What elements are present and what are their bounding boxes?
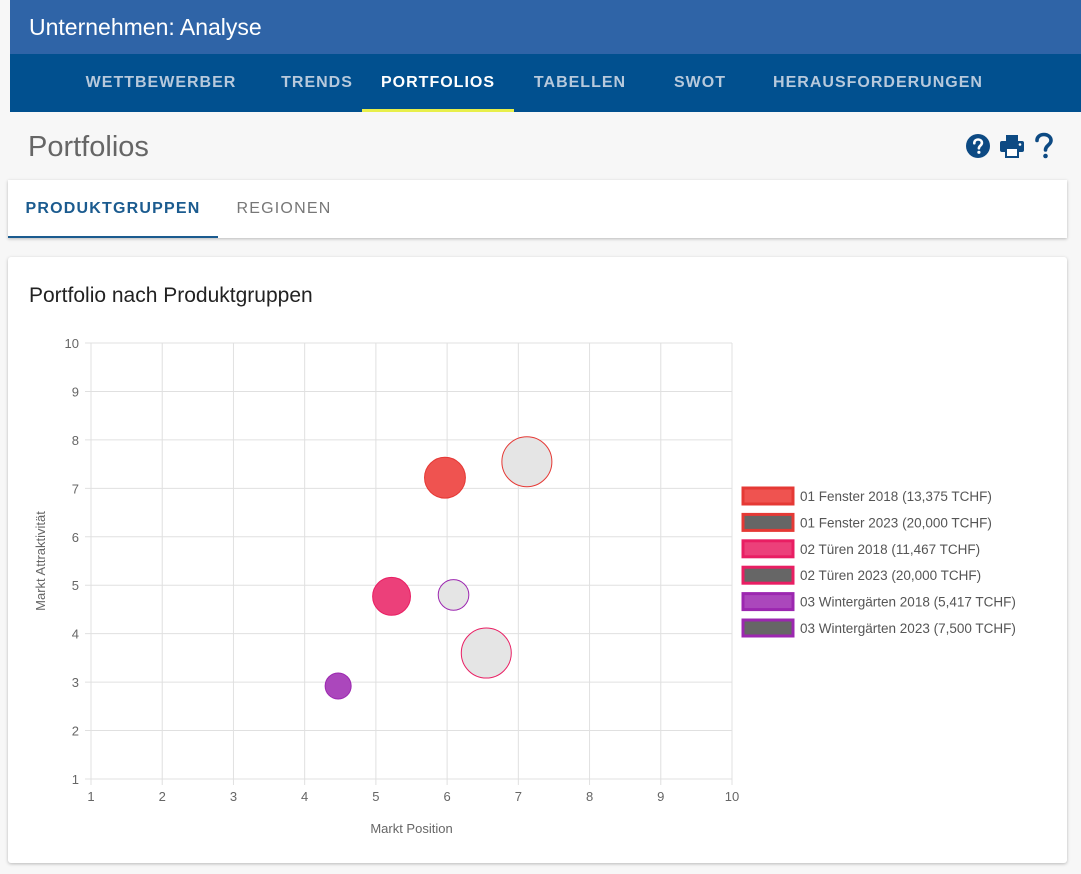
legend-entry[interactable]: 01 Fenster 2023 (20,000 TCHF) — [800, 515, 992, 530]
legend-swatch[interactable] — [741, 592, 795, 612]
legend-entry[interactable]: 01 Fenster 2018 (13,375 TCHF) — [800, 489, 992, 504]
nav-tab-portfolios[interactable]: PORTFOLIOS — [362, 54, 514, 112]
x-tick-label: 2 — [159, 789, 166, 804]
app-title: Unternehmen: Analyse — [10, 0, 1081, 54]
legend-swatch[interactable] — [741, 539, 795, 559]
x-tick-label: 9 — [657, 789, 664, 804]
printer-icon[interactable] — [998, 132, 1026, 160]
y-tick-label: 7 — [72, 481, 79, 496]
x-tick-label: 10 — [725, 789, 739, 804]
y-tick-label: 2 — [72, 724, 79, 739]
legend-entry[interactable]: 02 Türen 2023 (20,000 TCHF) — [800, 568, 981, 583]
x-axis-label: Markt Position — [370, 821, 452, 836]
legend-swatch[interactable] — [741, 618, 795, 638]
legend-entry[interactable]: 03 Wintergärten 2018 (5,417 TCHF) — [800, 595, 1016, 610]
nav-tab-swot[interactable]: SWOT — [674, 74, 726, 91]
main-nav: WETTBEWERBER TRENDS PORTFOLIOS TABELLEN … — [10, 54, 1081, 112]
y-tick-label: 10 — [65, 336, 79, 351]
bubble-chart: 1 2 3 4 5 6 7 8 9 10 1 2 3 4 5 6 7 8 9 10 Markt Position Mark… — [33, 336, 1016, 836]
x-tick-label: 1 — [87, 789, 94, 804]
sub-tab-bar: PRODUKTGRUPPEN REGIONEN — [8, 180, 1067, 238]
legend-swatch[interactable] — [741, 565, 795, 585]
bubble-point-4[interactable] — [460, 627, 512, 679]
x-tick-label: 4 — [301, 789, 308, 804]
nav-tab-wettbewerber[interactable]: WETTBEWERBER — [85, 74, 237, 91]
y-tick-label: 3 — [72, 675, 79, 690]
bubble-point-5[interactable] — [324, 672, 352, 700]
legend-swatch[interactable] — [741, 512, 795, 532]
legend-entry[interactable]: 02 Türen 2018 (11,467 TCHF) — [800, 542, 980, 557]
y-tick-label: 8 — [72, 433, 79, 448]
subtab-regionen[interactable]: REGIONEN — [236, 200, 332, 217]
x-tick-label: 5 — [372, 789, 379, 804]
bubble-point-3[interactable] — [372, 576, 411, 616]
y-tick-label: 4 — [72, 627, 79, 642]
legend-swatch[interactable] — [741, 486, 795, 506]
x-tick-label: 6 — [443, 789, 450, 804]
y-tick-label: 6 — [72, 530, 79, 545]
x-tick-label: 7 — [515, 789, 522, 804]
help-circle-icon[interactable] — [964, 132, 992, 160]
page-title: Portfolios — [28, 131, 149, 163]
bubble-point-6[interactable] — [437, 579, 470, 611]
y-tick-label: 1 — [72, 772, 79, 787]
y-axis-label: Markt Attraktivität — [33, 511, 48, 611]
bubble-point-2[interactable] — [501, 436, 553, 488]
question-mark-icon[interactable] — [1032, 132, 1056, 160]
app-header: Unternehmen: Analyse WETTBEWERBER TRENDS… — [10, 0, 1081, 112]
subtab-produktgruppen[interactable]: PRODUKTGRUPPEN — [8, 180, 218, 238]
nav-tab-herausforderungen[interactable]: HERAUSFORDERUNGEN — [773, 74, 983, 91]
nav-tab-tabellen[interactable]: TABELLEN — [533, 74, 627, 91]
legend-entry[interactable]: 03 Wintergärten 2023 (7,500 TCHF) — [800, 621, 1016, 636]
chart-title: Portfolio nach Produktgruppen — [29, 284, 313, 307]
nav-tab-trends[interactable]: TRENDS — [281, 74, 353, 91]
x-tick-label: 8 — [586, 789, 593, 804]
bubble-point-1[interactable] — [424, 456, 466, 499]
x-tick-label: 3 — [230, 789, 237, 804]
y-tick-label: 9 — [72, 384, 79, 399]
y-tick-label: 5 — [72, 578, 79, 593]
